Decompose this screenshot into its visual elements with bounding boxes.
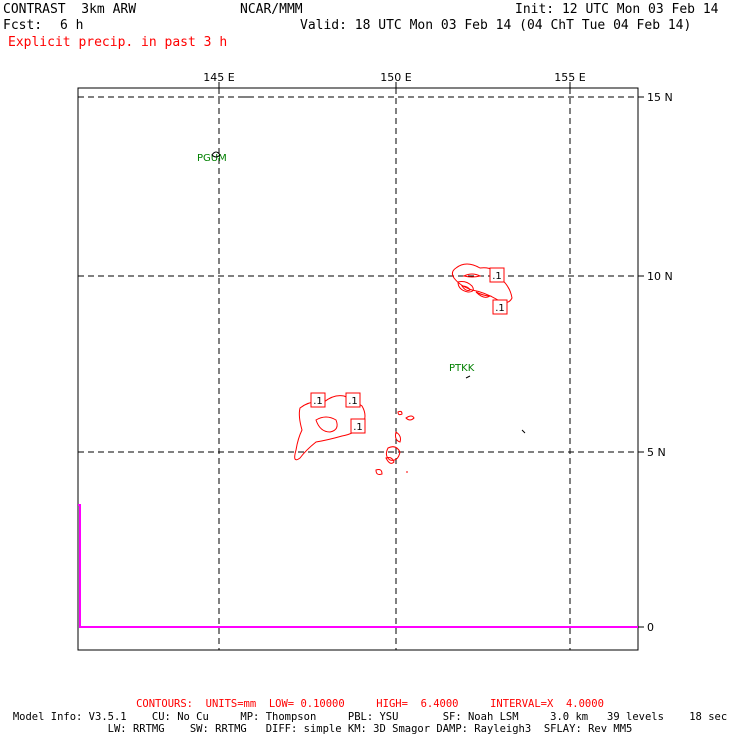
contour-label: .1 (313, 396, 323, 407)
contour-label: .1 (492, 271, 502, 282)
small-island (521, 429, 526, 434)
fcst-value: 6 h (60, 18, 84, 33)
contour-label: .1 (348, 396, 358, 407)
magenta-trace (78, 504, 638, 628)
precip-contours (294, 263, 513, 475)
model-title: CONTRAST 3km ARW (3, 2, 137, 17)
lon-label-155: 155 E (554, 71, 585, 84)
contour-labels: .1 .1 .1 .1 .1 (310, 267, 508, 434)
lat-label-10: 10 N (647, 270, 673, 283)
contour-label: .1 (353, 422, 363, 433)
valid-time: Valid: 18 UTC Mon 03 Feb 14 (04 ChT Tue … (300, 18, 692, 33)
fcst-label: Fcst: (3, 18, 43, 33)
model-info-line1: Model Info: V3.5.1 CU: No Cu MP: Thompso… (12, 711, 728, 723)
org-label: NCAR/MMM (240, 2, 303, 17)
chuuk-island (465, 375, 471, 379)
field-title: Explicit precip. in past 3 h (8, 35, 228, 50)
lat-label-15: 15 N (647, 91, 673, 104)
init-time: Init: 12 UTC Mon 03 Feb 14 (515, 2, 719, 17)
contours-info: CONTOURS: UNITS=mm LOW= 0.10000 HIGH= 6.… (136, 698, 604, 710)
lon-label-145: 145 E (203, 71, 234, 84)
model-info-line2: LW: RRTMG SW: RRTMG DIFF: simple KM: 3D … (107, 723, 633, 735)
lat-lon-grid (78, 88, 638, 650)
lat-label-5: 5 N (647, 446, 666, 459)
station-label-ptkk: PTKK (449, 363, 475, 374)
map-frame (77, 87, 639, 651)
guam-island (211, 151, 221, 158)
station-label-pgum: PGUM (197, 153, 227, 164)
lon-label-150: 150 E (380, 71, 411, 84)
contour-label: .1 (495, 303, 505, 314)
zero-label: 0 (647, 621, 654, 634)
